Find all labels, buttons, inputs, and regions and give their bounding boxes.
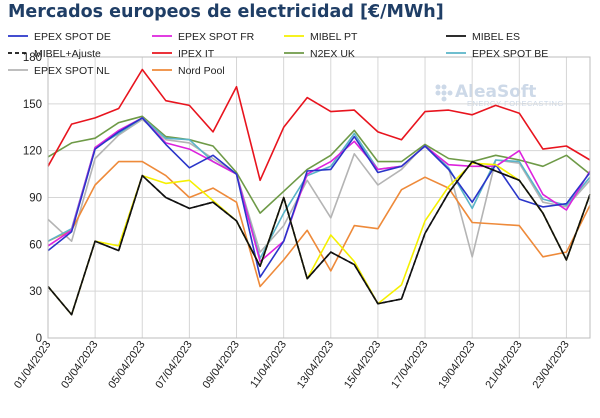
y-tick-label: 120 [23,146,42,158]
x-tick-label: 09/04/2023 [201,339,242,391]
legend: EPEX SPOT DE EPEX SPOT FR MIBEL PT MIBEL ES… [8,31,548,77]
y-tick-label: 30 [29,286,42,298]
x-tick-label: 05/04/2023 [106,339,147,391]
legend-label: EPEX SPOT DE [34,31,111,43]
x-tick-label: 03/04/2023 [59,339,100,391]
aleasoft-logo-icon [435,84,453,102]
legend-label: MIBEL+Ajuste [34,48,101,60]
x-tick-label: 13/04/2023 [295,339,336,391]
legend-label: EPEX SPOT FR [178,31,255,43]
legend-label: N2EX UK [310,48,355,60]
y-tick-label: 150 [23,99,42,111]
x-tick-label: 17/04/2023 [389,339,430,391]
plot-frame [47,56,591,339]
series-lines [47,68,591,316]
series-line-epex-spot-de [47,117,591,278]
x-tick-label: 15/04/2023 [342,339,383,391]
watermark-brand: AleaSoft [455,82,536,102]
x-tick-label: 21/04/2023 [483,339,524,391]
series-line-n2ex-uk [47,115,591,214]
x-tick-label: 23/04/2023 [530,339,571,391]
legend-label: MIBEL ES [472,31,520,43]
legend-label: IPEX IT [178,48,215,60]
series-line-epex-spot-nl [47,118,591,258]
x-tick-label: 11/04/2023 [248,339,289,390]
chart-title: Mercados europeos de electricidad [€/MWh… [8,2,444,22]
series-line-mibel-ajuste [47,160,591,316]
legend-label: EPEX SPOT BE [472,48,548,60]
x-tick-label: 07/04/2023 [153,339,194,391]
y-tick-label: 180 [23,52,42,64]
series-line-ipex-it [47,68,591,182]
x-tick-label: 01/04/2023 [12,339,53,391]
legend-label: EPEX SPOT NL [34,65,110,77]
x-tick-label: 19/04/2023 [436,339,477,391]
legend-label: MIBEL PT [310,31,358,43]
series-line-epex-spot-be [47,117,591,260]
series-line-nord-pool [47,160,591,288]
y-tick-label: 60 [29,239,42,251]
y-tick-label: 90 [29,193,42,205]
y-tick-label: 0 [36,333,42,345]
series-line-epex-spot-fr [47,117,591,263]
legend-label: Nord Pool [178,65,225,77]
series-line-mibel-pt [47,162,591,316]
